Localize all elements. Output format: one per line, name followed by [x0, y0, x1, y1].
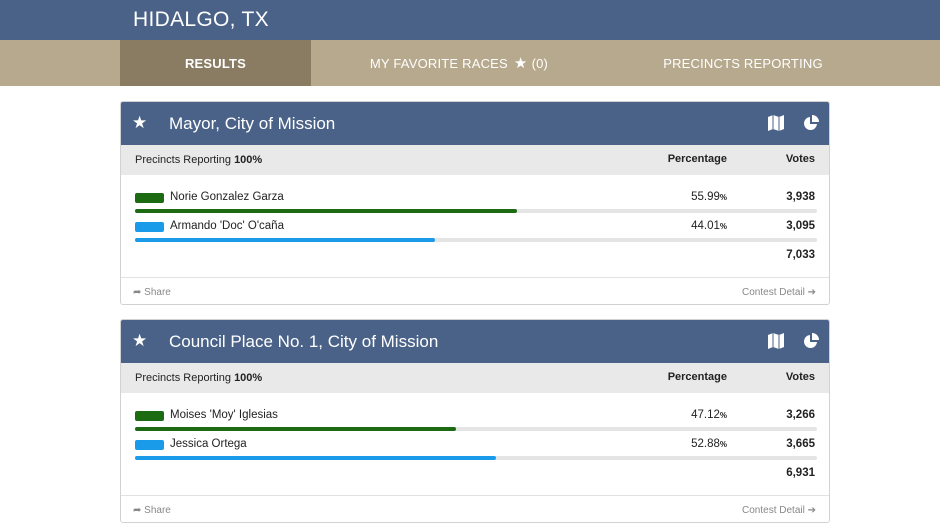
race-title: Mayor, City of Mission: [169, 114, 336, 133]
tab-precincts-reporting[interactable]: PRECINCTS REPORTING: [607, 40, 879, 86]
candidate-votes: 3,665: [786, 438, 815, 450]
votes-column-header: Votes: [785, 371, 815, 383]
share-icon: ➦: [133, 287, 142, 298]
race-card: ★ Council Place No. 1, City of Mission P…: [120, 319, 830, 523]
candidate-row: Norie Gonzalez Garza 55.99% 3,938: [121, 186, 829, 214]
race-title: Council Place No. 1, City of Mission: [169, 332, 439, 351]
results-table-header: Precincts Reporting 100% Percentage Vote…: [121, 363, 829, 393]
arrow-right-icon: ➔: [807, 505, 816, 516]
map-icon[interactable]: [767, 115, 785, 131]
vote-share-fill: [135, 238, 436, 242]
tab-results[interactable]: RESULTS: [120, 40, 311, 86]
candidate-name: Norie Gonzalez Garza: [170, 191, 284, 203]
reporting-percent: 100%: [234, 154, 263, 166]
contest-detail-link[interactable]: Contest Detail ➔: [742, 287, 816, 298]
candidate-row: Jessica Ortega 52.88% 3,665: [121, 433, 829, 461]
race-footer: ➦ Share Contest Detail ➔: [121, 277, 829, 304]
arrow-right-icon: ➔: [807, 287, 816, 298]
candidate-row: Armando 'Doc' O'caña 44.01% 3,095: [121, 215, 829, 243]
share-link[interactable]: ➦ Share: [133, 505, 171, 516]
page-title: HIDALGO, TX: [133, 8, 269, 31]
tab-precincts-label: PRECINCTS REPORTING: [663, 55, 823, 71]
vote-share-fill: [135, 427, 457, 431]
race-header: ★ Council Place No. 1, City of Mission: [121, 320, 829, 363]
vote-share-bar: [135, 209, 817, 213]
candidate-name: Moises 'Moy' Iglesias: [170, 409, 278, 421]
vote-share-bar: [135, 456, 817, 460]
candidate-percentage: 44.01%: [691, 220, 727, 232]
candidate-percentage: 55.99%: [691, 191, 727, 203]
candidate-color-swatch: [135, 440, 164, 450]
votes-column-header: Votes: [785, 153, 815, 165]
candidate-votes: 3,266: [786, 409, 815, 421]
vote-share-fill: [135, 209, 517, 213]
vote-share-fill: [135, 456, 496, 460]
contest-detail-link[interactable]: Contest Detail ➔: [742, 505, 816, 516]
favorite-star-icon[interactable]: ★: [132, 331, 148, 350]
favorites-count: (0): [531, 55, 549, 71]
candidate-votes: 3,938: [786, 191, 815, 203]
precincts-reporting: Precincts Reporting 100%: [135, 372, 263, 384]
top-bar: HIDALGO, TX: [0, 0, 940, 40]
percentage-column-header: Percentage: [667, 371, 727, 383]
candidate-percentage: 47.12%: [691, 409, 727, 421]
race-header: ★ Mayor, City of Mission: [121, 102, 829, 145]
tab-my-favorite-races[interactable]: MY FAVORITE RACES ★ (0): [311, 40, 607, 86]
total-votes: 7,033: [786, 249, 815, 261]
map-icon[interactable]: [767, 333, 785, 349]
nav-bar: RESULTS MY FAVORITE RACES ★ (0) PRECINCT…: [0, 40, 940, 86]
candidate-color-swatch: [135, 193, 164, 203]
favorite-star-icon[interactable]: ★: [132, 113, 148, 132]
results-table-header: Precincts Reporting 100% Percentage Vote…: [121, 145, 829, 175]
candidate-color-swatch: [135, 222, 164, 232]
total-votes: 6,931: [786, 467, 815, 479]
tab-results-label: RESULTS: [184, 55, 247, 71]
candidate-name: Jessica Ortega: [170, 438, 247, 450]
candidate-row: Moises 'Moy' Iglesias 47.12% 3,266: [121, 404, 829, 432]
tab-favorites-label: MY FAVORITE RACES: [369, 55, 508, 71]
star-icon: ★: [513, 55, 528, 72]
vote-share-bar: [135, 427, 817, 431]
vote-share-bar: [135, 238, 817, 242]
race-card: ★ Mayor, City of Mission Precincts Repor…: [120, 101, 830, 305]
candidate-color-swatch: [135, 411, 164, 421]
share-icon: ➦: [133, 505, 142, 516]
pie-chart-icon[interactable]: [803, 115, 819, 131]
reporting-percent: 100%: [234, 372, 263, 384]
precincts-reporting: Precincts Reporting 100%: [135, 154, 263, 166]
race-footer: ➦ Share Contest Detail ➔: [121, 495, 829, 522]
candidate-percentage: 52.88%: [691, 438, 727, 450]
candidate-votes: 3,095: [786, 220, 815, 232]
share-link[interactable]: ➦ Share: [133, 287, 171, 298]
percentage-column-header: Percentage: [667, 153, 727, 165]
candidate-name: Armando 'Doc' O'caña: [170, 220, 284, 232]
pie-chart-icon[interactable]: [803, 333, 819, 349]
